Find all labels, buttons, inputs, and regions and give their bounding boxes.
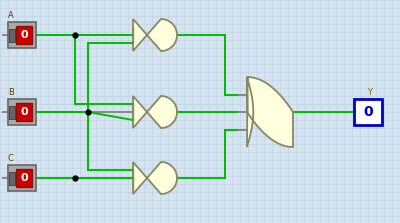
Text: C: C (8, 154, 14, 163)
FancyBboxPatch shape (9, 29, 15, 41)
Text: Y: Y (368, 88, 372, 97)
Polygon shape (133, 19, 177, 51)
Polygon shape (133, 96, 177, 128)
FancyBboxPatch shape (9, 105, 15, 118)
Text: 0: 0 (20, 30, 28, 40)
Text: 0: 0 (20, 107, 28, 117)
Text: 0: 0 (363, 105, 373, 119)
FancyBboxPatch shape (8, 165, 36, 191)
Text: A: A (8, 11, 14, 20)
Text: 0: 0 (20, 173, 28, 183)
FancyBboxPatch shape (8, 22, 36, 48)
FancyBboxPatch shape (16, 169, 32, 187)
FancyBboxPatch shape (8, 99, 36, 125)
FancyBboxPatch shape (16, 103, 32, 121)
FancyBboxPatch shape (354, 99, 382, 125)
Polygon shape (247, 77, 293, 147)
FancyBboxPatch shape (9, 171, 15, 184)
FancyBboxPatch shape (16, 26, 32, 44)
Polygon shape (133, 162, 177, 194)
Text: B: B (8, 88, 14, 97)
